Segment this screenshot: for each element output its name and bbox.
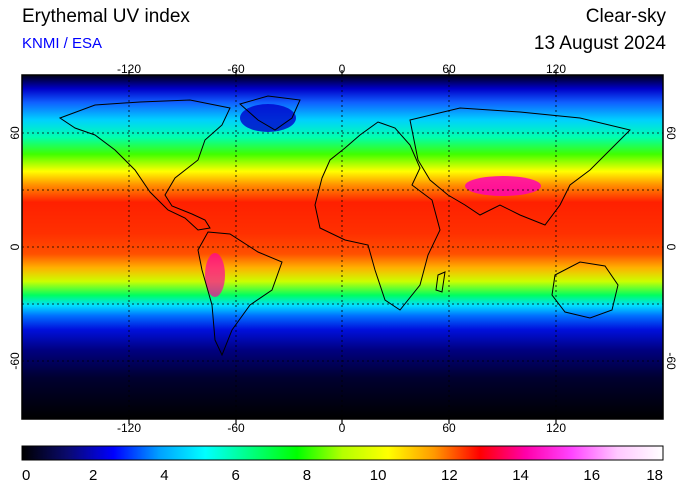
lat-label-right-minus-60: -60 — [664, 352, 678, 370]
lon-label-top-0: 0 — [339, 62, 346, 76]
colorbar-tick-label: 2 — [89, 467, 97, 484]
lat-label-left-minus-60: -60 — [8, 352, 22, 370]
lon-label-bottom-60: 60 — [442, 421, 456, 435]
north-america-coast — [58, 99, 231, 231]
colorbar-tick-label: 14 — [512, 467, 529, 484]
colorbar — [21, 445, 664, 461]
uv-field — [22, 75, 663, 419]
lon-label-bottom-120: 120 — [546, 421, 566, 435]
lon-label-bottom-0: 0 — [339, 421, 346, 435]
madagascar-coast — [435, 271, 446, 293]
colorbar-tick-label: 10 — [370, 467, 387, 484]
south-america-coast — [197, 231, 283, 357]
coastlines — [58, 95, 631, 357]
europe-africa-coast — [314, 121, 441, 311]
colorbar-tick-label: 16 — [583, 467, 600, 484]
colorbar-tick-label: 12 — [441, 467, 458, 484]
lon-label-top-minus-60: -60 — [227, 62, 245, 76]
asia-coast — [409, 107, 631, 226]
greenland-low — [240, 104, 296, 132]
colorbar-tick-label: 0 — [22, 467, 30, 484]
lon-label-top-120: 120 — [546, 62, 566, 76]
frame-ticks — [128, 70, 557, 424]
greenland-coast — [238, 95, 301, 131]
colorbar-labels: 0 2 4 6 8 10 12 14 16 18 — [22, 467, 663, 484]
lat-label-left-0: 0 — [8, 243, 22, 250]
andes-hotspot — [205, 253, 225, 297]
credit-label: KNMI / ESA — [22, 35, 103, 52]
colorbar-tick-label: 18 — [646, 467, 663, 484]
lon-label-bottom-minus-120: -120 — [117, 421, 141, 435]
lon-label-bottom-minus-60: -60 — [227, 421, 245, 435]
tibet-hotspot — [465, 176, 541, 196]
lon-label-top-60: 60 — [442, 62, 456, 76]
lat-label-left-60: 60 — [8, 126, 22, 140]
colorbar-tick-label: 8 — [303, 467, 311, 484]
colorbar-tick-label: 4 — [160, 467, 168, 484]
lat-label-right-0: 0 — [664, 244, 678, 251]
map-title: Erythemal UV index — [22, 6, 190, 27]
graticule-lines — [22, 75, 663, 419]
date-label: 13 August 2024 — [533, 33, 666, 54]
product-label: Clear-sky — [585, 6, 666, 27]
colorbar-tick-label: 6 — [231, 467, 239, 484]
lat-label-right-60: 60 — [664, 126, 678, 140]
lon-label-top-minus-120: -120 — [117, 62, 141, 76]
